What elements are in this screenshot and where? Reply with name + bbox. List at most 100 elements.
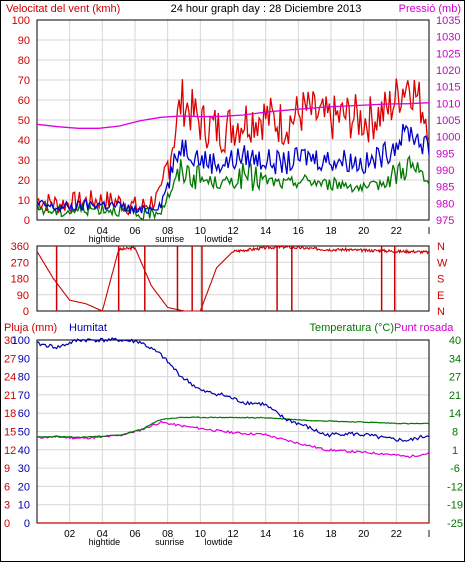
x-tick-label: I [428,226,431,237]
pressure-y-tick: 975 [436,215,454,227]
x-tick-label: 20 [358,226,370,237]
rain-y-tick: 6 [4,481,10,493]
x-tick-label: 22 [391,529,403,540]
wind-y-tick: 40 [18,135,30,147]
wind-y-tick: 30 [18,155,30,167]
compass-tick: E [437,290,444,302]
graph-title: 24 hour graph day : 28 Diciembre 2013 [171,3,362,15]
x-event-label: hightide [89,537,121,547]
temperature-y-tick: -6 [450,463,460,475]
x-tick-label: 22 [391,226,403,237]
humidity-y-tick: 50 [18,427,30,439]
temperature-y-tick: 34 [449,353,461,365]
x-tick-label: 10 [195,529,207,540]
rain-y-tick: 18 [4,408,16,420]
wind-y-tick: 10 [18,195,30,207]
humidity-y-tick: 80 [18,372,30,384]
pressure-y-tick: 1010 [436,98,460,110]
wind-min-line [36,154,430,222]
x-tick-label: 12 [227,226,239,237]
pressure-y-tick: 1015 [436,82,460,94]
x-event-label: hightide [89,234,121,244]
temperature-axis-title: Temperatura (°C) [310,322,394,334]
pressure-axis-title: Pressió (mb) [399,3,461,15]
x-tick-label: 04 [97,529,109,540]
temperature-y-tick: 21 [449,390,461,402]
compass-tick: W [437,257,448,269]
x-tick-label: 12 [227,529,239,540]
wind-direction-line [36,244,430,312]
temperature-y-tick: 8 [452,427,458,439]
pressure-y-tick: 1035 [436,15,460,27]
pressure-y-tick: 985 [436,182,454,194]
rain-y-tick: 0 [4,518,10,530]
rain-y-tick: 12 [4,445,16,457]
x-tick-label: 14 [260,226,272,237]
x-tick-label: 18 [325,226,337,237]
direction-y-tick: 270 [11,257,29,269]
x-event-label: lowtide [205,537,233,547]
pressure-y-tick: 990 [436,165,454,177]
x-tick-label: 04 [97,226,109,237]
pressure-y-tick: 1000 [436,132,460,144]
plot-border [36,19,430,221]
wind-y-tick: 60 [18,95,30,107]
humidity-y-tick: 100 [12,335,30,347]
humidity-y-tick: 10 [18,500,30,512]
temperature-y-tick: 14 [449,408,461,420]
temperature-line [36,416,430,439]
x-tick-label: 08 [162,529,174,540]
humidity-y-tick: 60 [18,408,30,420]
x-event-label: lowtide [205,234,233,244]
temperature-y-tick: -12 [447,481,463,493]
humidity-y-tick: 40 [18,445,30,457]
x-tick-label: 10 [195,226,207,237]
humidity-y-tick: 90 [18,353,30,365]
direction-y-tick: 0 [23,306,29,318]
direction-y-tick: 90 [17,290,29,302]
humidity-y-tick: 70 [18,390,30,402]
x-tick-label: 08 [162,226,174,237]
x-tick-label: 02 [64,529,76,540]
wind-y-tick: 100 [12,15,30,27]
rain-axis-title: Pluja (mm) [4,322,57,334]
temperature-y-tick: -19 [447,500,463,512]
x-tick-label: 14 [260,529,272,540]
humidity-y-tick: 30 [18,463,30,475]
wind-y-tick: 80 [18,55,30,67]
direction-y-tick: 360 [11,241,29,253]
rain-y-tick: 27 [4,353,16,365]
direction-y-tick: 180 [11,274,29,286]
temperature-y-tick: 1 [452,445,458,457]
x-tick-label: I [428,529,431,540]
x-tick-label: 18 [325,529,337,540]
rain-y-tick: 3 [4,500,10,512]
pressure-y-tick: 995 [436,148,454,160]
humidity-axis-title: Humitat [69,322,107,334]
x-event-label: sunrise [155,537,184,547]
pressure-y-tick: 1025 [436,48,460,60]
temperature-y-tick: 40 [449,335,461,347]
temperature-y-tick: 27 [449,372,461,384]
x-tick-label: 20 [358,529,370,540]
rain-y-tick: 30 [4,335,16,347]
humidity-y-tick: 20 [18,481,30,493]
x-tick-label: 02 [64,226,76,237]
humidity-y-tick: 0 [24,518,30,530]
rain-y-tick: 9 [4,463,10,475]
compass-tick: N [437,241,445,253]
temperature-y-tick: -25 [447,518,463,530]
x-tick-label: 16 [293,529,305,540]
plot-border [36,245,430,312]
x-tick-label: 06 [129,529,141,540]
x-event-label: sunrise [155,234,184,244]
wind-y-tick: 70 [18,75,30,87]
dewpoint-axis-title: Punt rosada [394,322,454,334]
humidity-line [36,337,430,442]
pressure-y-tick: 1020 [436,65,460,77]
pressure-line [36,102,430,129]
rain-y-tick: 21 [4,390,16,402]
x-tick-label: 06 [129,226,141,237]
